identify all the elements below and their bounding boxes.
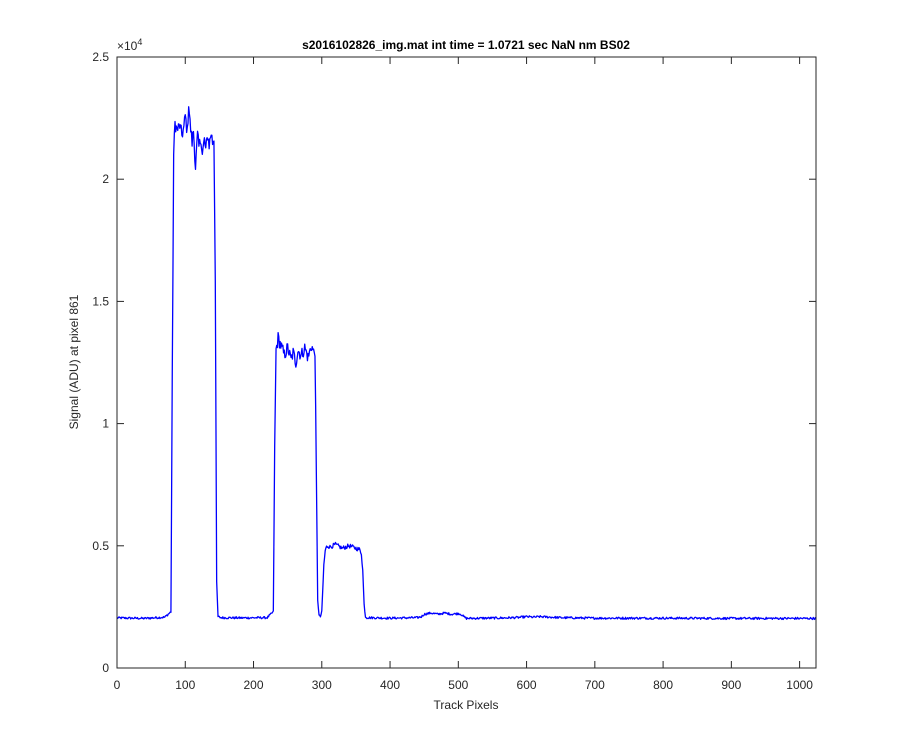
x-tick-label: 300 [312,678,332,692]
x-tick-label: 600 [517,678,537,692]
y-exponent-label: ×104 [117,37,142,53]
ticks-layer: 0 100 200 300 400 500 600 700 800 900 1000 0 0.5 1 1.5… [92,50,816,692]
x-tick-label: 100 [175,678,195,692]
series-line [116,106,817,621]
x-axis-label: Track Pixels [434,698,499,712]
x-tick-label: 500 [448,678,468,692]
x-tick-label: 200 [244,678,264,692]
x-tick-label: 900 [721,678,741,692]
y-tick-label: 0 [102,661,109,675]
plot-area [117,57,816,668]
x-tick-label: 800 [653,678,673,692]
y-axis-label: Signal (ADU) at pixel 861 [67,294,81,429]
axes-box [116,56,817,669]
chart-title: s2016102826_img.mat int time = 1.0721 se… [302,38,630,52]
y-exponent-base: ×10 [117,39,138,53]
y-tick-label: 0.5 [92,539,109,553]
x-tick-label: 0 [114,678,121,692]
x-tick-label: 400 [380,678,400,692]
y-tick-label: 1 [102,417,109,431]
y-exponent-power: 4 [137,37,142,47]
y-tick-label: 2 [102,172,109,186]
x-tick-label: 700 [585,678,605,692]
y-tick-label: 2.5 [92,50,109,64]
x-tick-label: 1000 [786,678,813,692]
y-tick-label: 1.5 [92,294,109,308]
data-layer [116,106,817,621]
